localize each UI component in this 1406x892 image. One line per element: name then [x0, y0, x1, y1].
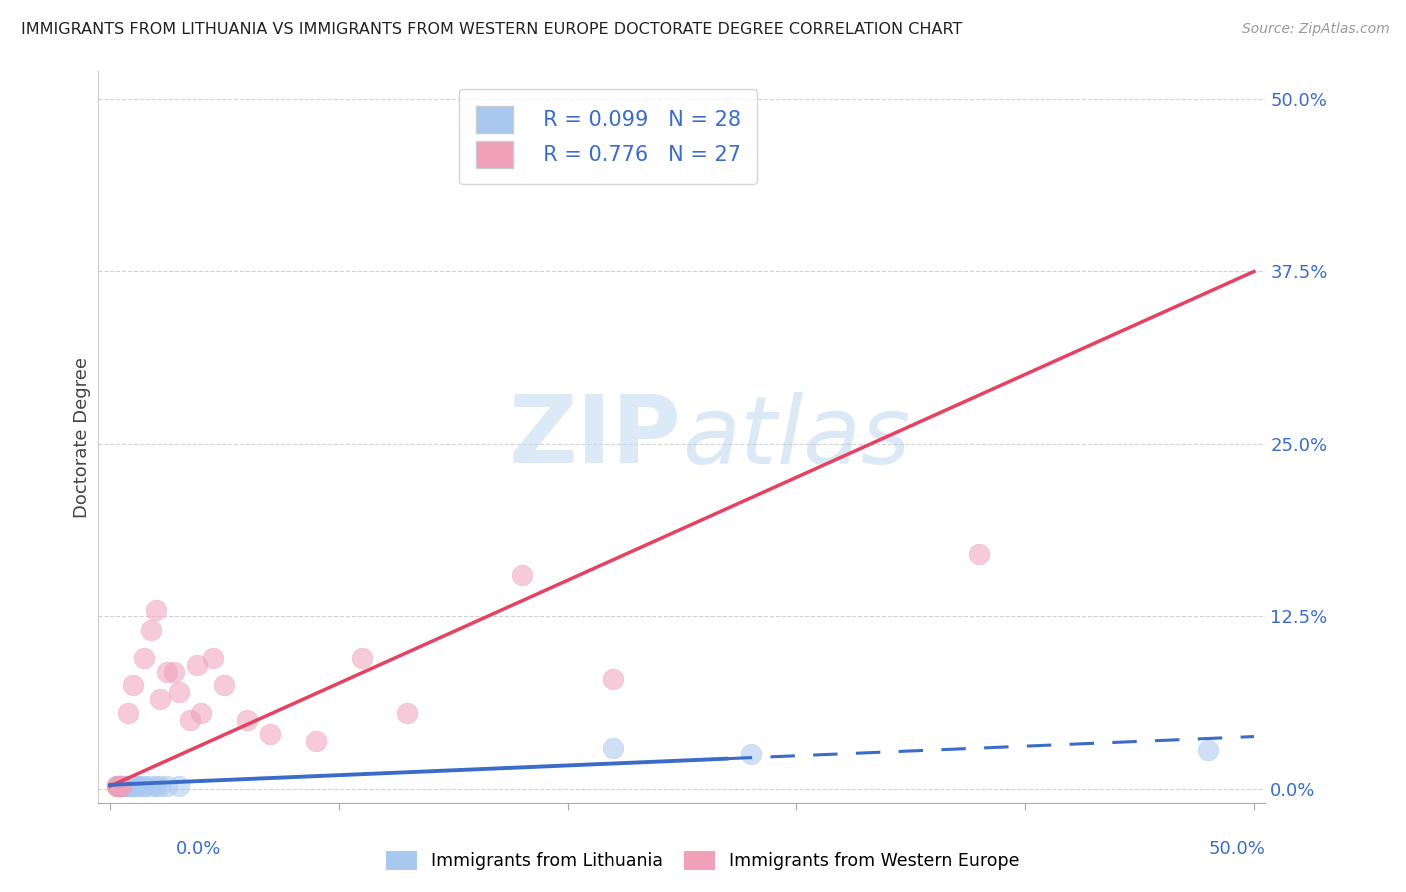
- Legend: Immigrants from Lithuania, Immigrants from Western Europe: Immigrants from Lithuania, Immigrants fr…: [378, 842, 1028, 879]
- Point: [121, 779, 143, 793]
- Text: Source: ZipAtlas.com: Source: ZipAtlas.com: [1241, 22, 1389, 37]
- Point: [110, 779, 132, 793]
- Point: [139, 624, 162, 638]
- Point: [396, 706, 419, 720]
- Point: [110, 779, 132, 793]
- Point: [117, 779, 139, 793]
- Point: [127, 779, 149, 793]
- Point: [167, 779, 190, 793]
- Point: [108, 779, 131, 793]
- Point: [149, 692, 172, 706]
- Point: [117, 779, 139, 793]
- Point: [510, 568, 533, 582]
- Text: IMMIGRANTS FROM LITHUANIA VS IMMIGRANTS FROM WESTERN EUROPE DOCTORATE DEGREE COR: IMMIGRANTS FROM LITHUANIA VS IMMIGRANTS …: [21, 22, 963, 37]
- Point: [110, 779, 132, 793]
- Text: 0.0%: 0.0%: [176, 840, 221, 858]
- Point: [167, 685, 190, 699]
- Point: [201, 651, 224, 665]
- Point: [134, 651, 156, 665]
- Point: [110, 779, 132, 793]
- Point: [156, 779, 179, 793]
- Point: [105, 779, 128, 793]
- Legend:   R = 0.099   N = 28,   R = 0.776   N = 27: R = 0.099 N = 28, R = 0.776 N = 27: [458, 89, 758, 185]
- Point: [105, 779, 128, 793]
- Text: atlas: atlas: [682, 392, 910, 483]
- Y-axis label: Doctorate Degree: Doctorate Degree: [73, 357, 91, 517]
- Text: ZIP: ZIP: [509, 391, 682, 483]
- Point: [186, 657, 208, 672]
- Point: [969, 548, 991, 562]
- Point: [145, 602, 167, 616]
- Point: [134, 779, 156, 793]
- Point: [236, 713, 259, 727]
- Point: [121, 779, 143, 793]
- Point: [602, 740, 624, 755]
- Text: 50.0%: 50.0%: [1209, 840, 1265, 858]
- Point: [121, 779, 143, 793]
- Point: [115, 779, 138, 793]
- Point: [305, 733, 328, 747]
- Point: [149, 779, 172, 793]
- Point: [117, 779, 139, 793]
- Point: [139, 779, 162, 793]
- Point: [156, 665, 179, 679]
- Point: [214, 678, 236, 692]
- Point: [190, 706, 212, 720]
- Point: [117, 706, 139, 720]
- Point: [115, 779, 138, 793]
- Point: [105, 779, 128, 793]
- Point: [110, 779, 132, 793]
- Point: [110, 779, 132, 793]
- Point: [740, 747, 762, 762]
- Point: [121, 678, 143, 692]
- Point: [350, 651, 373, 665]
- Point: [145, 779, 167, 793]
- Point: [127, 779, 149, 793]
- Point: [134, 779, 156, 793]
- Point: [602, 672, 624, 686]
- Point: [259, 727, 281, 741]
- Point: [121, 779, 143, 793]
- Point: [163, 665, 186, 679]
- Point: [1197, 743, 1219, 757]
- Point: [115, 779, 138, 793]
- Point: [105, 779, 128, 793]
- Point: [179, 713, 201, 727]
